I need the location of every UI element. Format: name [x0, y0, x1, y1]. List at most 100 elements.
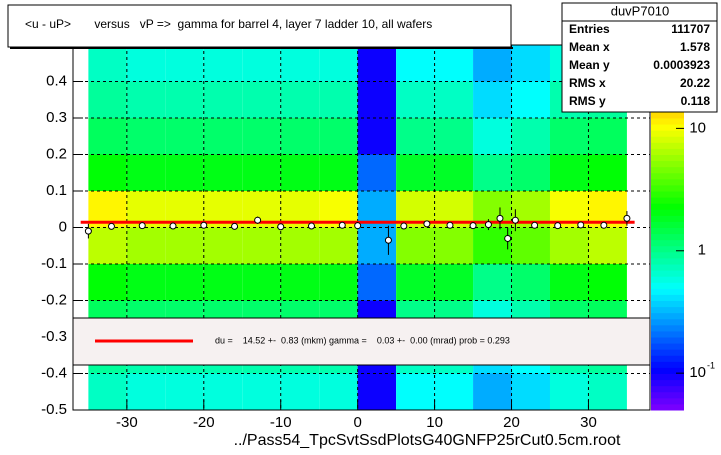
heat-cell — [357, 227, 397, 264]
palette-step — [651, 391, 684, 399]
heat-cell — [165, 227, 204, 264]
heat-cell — [396, 154, 435, 191]
palette-step — [651, 239, 684, 247]
heat-cell — [203, 373, 243, 410]
profile-point — [423, 220, 431, 228]
heat-cell — [88, 373, 127, 410]
heat-cell — [511, 118, 550, 155]
palette-step — [651, 324, 684, 332]
profile-point — [384, 236, 392, 244]
y-tick-label: 0.1 — [46, 182, 67, 199]
heat-cell — [434, 227, 474, 264]
heat-cell — [203, 154, 243, 191]
palette-step — [651, 118, 684, 125]
profile-point — [484, 221, 492, 229]
palette-step — [651, 142, 684, 149]
palette-step — [651, 148, 684, 155]
y-tick-label: 0.4 — [46, 72, 67, 89]
palette-step — [651, 306, 684, 314]
profile-point — [338, 221, 346, 229]
palette-step — [651, 178, 684, 186]
heat-cell — [396, 118, 435, 155]
heat-cell — [319, 118, 358, 155]
palette-step — [651, 160, 684, 168]
palette-step — [651, 385, 684, 393]
heat-cell — [396, 81, 435, 118]
heat-cell — [242, 264, 281, 301]
heat-cell — [396, 373, 435, 410]
heat-cell — [396, 45, 435, 82]
palette-step — [651, 136, 684, 143]
y-tick-label: -0.3 — [41, 328, 67, 345]
heat-cell — [434, 118, 474, 155]
palette-step — [651, 355, 684, 362]
heat-cell — [203, 264, 243, 301]
heat-cell — [280, 81, 320, 118]
heat-cell — [319, 154, 358, 191]
heat-cell — [126, 81, 166, 118]
palette-step — [651, 111, 684, 119]
palette-step — [651, 361, 684, 368]
heat-cell — [319, 264, 358, 301]
palette-step — [651, 367, 684, 374]
stats-label: Mean x — [569, 40, 610, 54]
heat-cell — [549, 118, 589, 155]
z-tick-exponent: -1 — [707, 361, 715, 371]
palette-step — [651, 227, 684, 235]
palette-step — [651, 282, 684, 289]
palette-step — [651, 397, 684, 405]
profile-point — [511, 216, 519, 224]
palette-step — [651, 300, 684, 308]
heat-cell — [203, 118, 243, 155]
palette-step — [651, 312, 684, 320]
palette-step — [651, 215, 684, 222]
profile-point — [254, 216, 262, 224]
heat-cell — [473, 81, 512, 118]
z-tick-label: 10 — [689, 119, 706, 136]
palette-step — [651, 330, 684, 338]
heat-cell — [242, 118, 281, 155]
palette-step — [651, 154, 684, 162]
heat-cell — [88, 154, 127, 191]
heat-cell — [280, 154, 320, 191]
heat-cell — [357, 264, 397, 301]
x-tick-label: -30 — [116, 414, 138, 431]
stats-value: 0.118 — [681, 94, 711, 108]
palette-step — [651, 337, 684, 344]
stats-label: RMS y — [569, 94, 606, 108]
y-tick-label: -0.4 — [41, 364, 67, 381]
profile-point — [354, 222, 362, 230]
profile-point — [107, 222, 115, 230]
x-tick-label: -10 — [270, 414, 292, 431]
profile-point — [469, 222, 477, 230]
palette-step — [651, 257, 684, 265]
palette-step — [651, 349, 684, 356]
palette-step — [651, 251, 684, 259]
title-box — [7, 4, 512, 48]
palette-step — [651, 270, 684, 277]
heat-cell — [242, 227, 281, 264]
heat-cell — [203, 227, 243, 264]
profile-point — [84, 227, 92, 235]
stats-value: 111707 — [671, 22, 710, 36]
stats-value: 0.0003923 — [653, 58, 710, 72]
palette-step — [651, 403, 684, 411]
stats-label: Mean y — [569, 58, 610, 72]
heat-cell — [434, 45, 474, 82]
heat-cell — [88, 227, 127, 264]
heat-cell — [242, 81, 281, 118]
heat-cell — [165, 264, 204, 301]
palette-step — [651, 209, 684, 216]
heat-cell — [165, 81, 204, 118]
y-tick-label: 0.2 — [46, 145, 67, 162]
palette-step — [651, 288, 684, 295]
y-tick-label: 0.3 — [46, 109, 67, 126]
heat-cell — [280, 118, 320, 155]
heat-cell — [473, 264, 512, 301]
heat-cell — [588, 264, 627, 301]
profile-point — [446, 221, 454, 229]
profile-point — [200, 221, 208, 229]
heat-cell — [319, 81, 358, 118]
palette-step — [651, 373, 684, 381]
